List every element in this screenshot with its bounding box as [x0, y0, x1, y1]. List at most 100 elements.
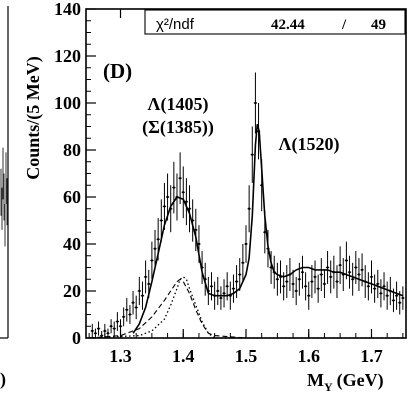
data-point [351, 262, 355, 296]
point-marker [238, 273, 241, 276]
point-marker [241, 261, 245, 264]
data-point [285, 265, 289, 299]
point-marker [94, 332, 97, 335]
point-marker [213, 294, 216, 297]
stats-box-chi2: 42.44 [271, 17, 305, 33]
point-marker [254, 101, 257, 105]
data-point [144, 260, 148, 294]
point-marker [247, 207, 251, 210]
point-marker [116, 320, 119, 323]
point-marker [153, 247, 157, 250]
x-tick-label: 1.7 [360, 346, 383, 366]
data-point [172, 161, 176, 214]
point-marker [257, 130, 260, 133]
point-marker [207, 289, 210, 293]
point-marker [266, 247, 270, 250]
data-point [297, 262, 301, 296]
data-point [213, 281, 217, 310]
annotation-sigma-1385: (Σ(1385)) [142, 117, 214, 138]
point-marker [113, 327, 116, 330]
point-marker [210, 285, 213, 288]
point-marker [188, 207, 191, 210]
data-point [391, 288, 396, 313]
data-point [175, 173, 179, 221]
point-marker [367, 285, 370, 288]
y-tick-label: 40 [63, 234, 81, 254]
point-marker [219, 296, 223, 300]
data-point [125, 298, 129, 322]
point-marker [122, 315, 125, 319]
annotation-lambda-1520: Λ(1520) [279, 134, 340, 155]
point-marker [194, 228, 198, 232]
point-marker [229, 294, 232, 297]
left-panel-points [0, 147, 9, 247]
point-marker [244, 242, 248, 246]
point-marker [144, 275, 147, 279]
data-point [100, 330, 104, 338]
data-point [206, 276, 210, 306]
point-marker [379, 292, 383, 295]
annotation-lambda-1405: Λ(1405) [148, 94, 209, 115]
data-point [363, 265, 367, 299]
data-point [335, 265, 339, 299]
point-marker [175, 195, 179, 199]
point-marker [147, 282, 150, 286]
stats-box-frame [144, 9, 406, 35]
left-panel-axis-label-fragment: ) [0, 369, 6, 390]
point-marker [131, 301, 135, 304]
data-point [322, 269, 327, 299]
data-point [134, 295, 138, 320]
data-point [238, 258, 242, 291]
point-marker [185, 200, 188, 203]
data-point [228, 281, 232, 310]
point-marker [150, 259, 154, 262]
point-marker [370, 275, 373, 279]
point-marker [251, 153, 254, 156]
data-point [294, 276, 298, 306]
data-point [109, 319, 113, 334]
point-marker [273, 271, 276, 274]
data-point [93, 328, 98, 338]
point-marker [269, 266, 273, 269]
data-point [115, 312, 119, 331]
dotted-fit-curve [89, 276, 403, 339]
data-point [137, 276, 141, 306]
data-point [181, 166, 185, 219]
data-point [260, 159, 264, 212]
point-marker [385, 294, 389, 297]
data-point [194, 208, 198, 252]
stats-box-separator: / [341, 17, 347, 33]
data-point [338, 246, 342, 284]
point-marker [128, 313, 132, 316]
point-marker [222, 292, 226, 295]
data-point [203, 262, 207, 296]
point-marker [109, 325, 113, 328]
data-point [300, 255, 305, 289]
point-marker [401, 296, 405, 300]
data-point [244, 225, 248, 263]
point-marker [163, 205, 166, 208]
point-marker [216, 289, 219, 293]
data-point [241, 244, 245, 282]
point-marker [304, 285, 307, 288]
point-marker [323, 282, 326, 286]
solid-fit-curve [132, 123, 404, 334]
point-marker [288, 273, 292, 276]
point-marker [389, 289, 392, 293]
data-point [96, 321, 101, 336]
data-point [153, 229, 157, 268]
point-marker [106, 332, 110, 335]
data-point [278, 260, 283, 294]
y-axis: 0 20 40 60 80 100 120 140 [54, 0, 96, 348]
data-point [398, 291, 402, 315]
data-point [357, 258, 361, 291]
data-point [332, 255, 336, 289]
data-point [319, 258, 323, 291]
x-axis-label: MY (GeV) [307, 370, 384, 394]
point-marker [320, 273, 323, 276]
point-marker [166, 195, 169, 199]
data-point [162, 182, 167, 230]
point-marker [354, 266, 358, 269]
point-marker [398, 301, 401, 304]
